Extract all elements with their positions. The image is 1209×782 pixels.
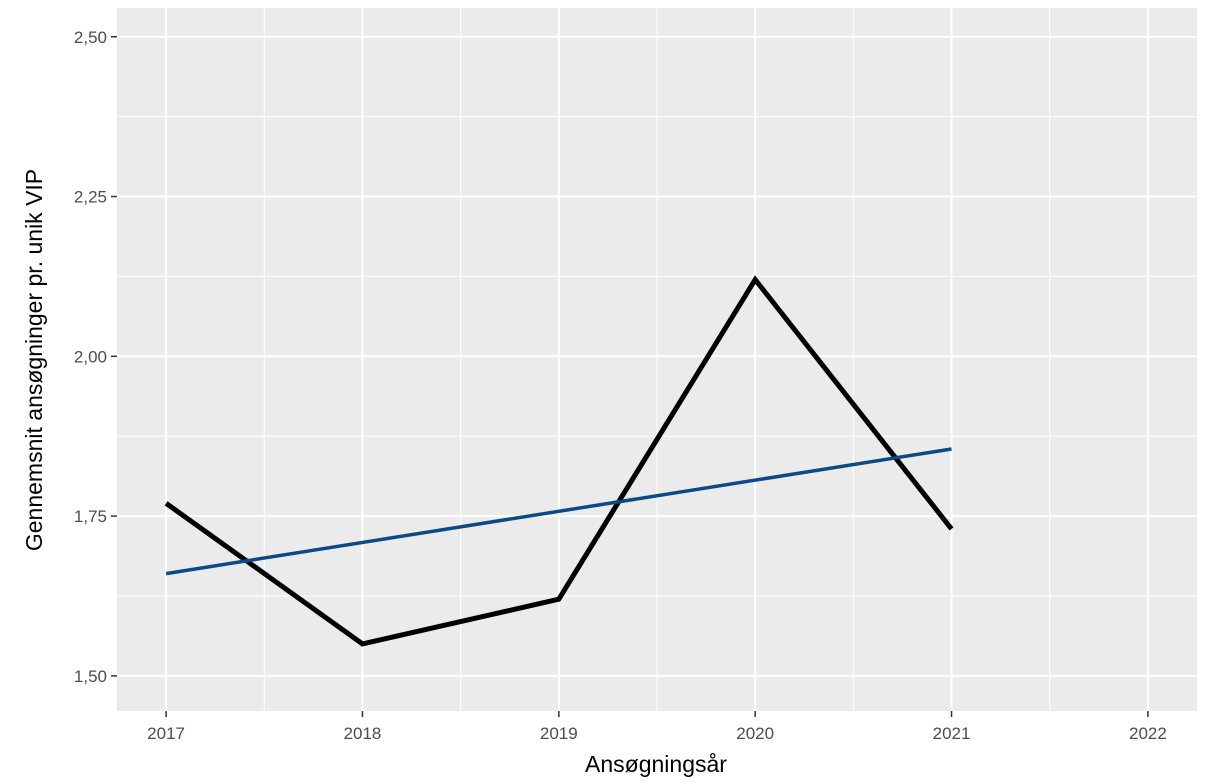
series-line-observed [164,275,954,647]
x-tick-label: 2022 [1129,724,1167,743]
x-tick-label: 2019 [540,724,578,743]
y-tick-label: 2,50 [74,28,107,47]
x-tick-label: 2018 [344,724,382,743]
x-tick-label: 2020 [736,724,774,743]
y-tick-label: 1,50 [74,667,107,686]
x-tick-label: 2021 [933,724,971,743]
series-line-trend [165,447,952,576]
x-axis-title: Ansøgningsår [585,751,727,777]
y-axis-title: Gennemsnit ansøgninger pr. unik VIP [21,169,47,551]
y-tick-label: 1,75 [74,507,107,526]
y-axis: 1,50 1,75 2,00 2,25 2,50 [74,28,117,686]
x-tick-label: 2017 [147,724,185,743]
y-tick-label: 2,25 [74,188,107,207]
major-gridlines [117,8,1197,711]
series-layer [164,275,954,647]
x-axis: 2017 2018 2019 2020 2021 2022 [147,711,1167,743]
y-tick-label: 2,00 [74,347,107,366]
